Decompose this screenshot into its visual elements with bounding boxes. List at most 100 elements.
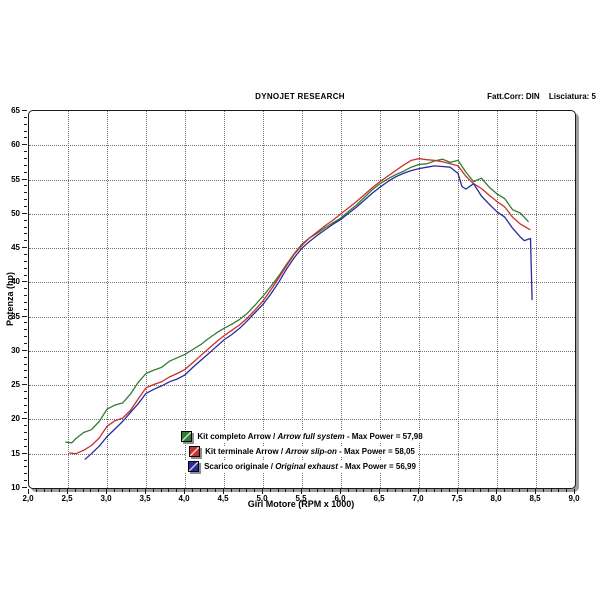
x-minor-tick (324, 489, 326, 492)
y-tick-label: 60 (11, 140, 20, 150)
x-tick-label: 5,5 (295, 494, 307, 503)
y-minor-tick (24, 185, 27, 187)
x-minor-tick (43, 489, 45, 492)
gridline-vertical (536, 111, 537, 488)
gridline-horizontal (29, 316, 575, 318)
y-minor-tick (24, 425, 27, 427)
y-minor-tick (24, 130, 27, 132)
y-minor-tick (24, 404, 27, 406)
legend-marker-icon (188, 461, 200, 472)
x-tick-label: 2,5 (61, 494, 73, 503)
y-major-tick (22, 281, 27, 283)
y-minor-tick (24, 192, 27, 194)
legend-label-italian: Kit completo Arrow (197, 432, 271, 441)
gridline-vertical (107, 111, 108, 488)
legend-label: Scarico originale / Original exhaust - M… (204, 462, 416, 471)
y-major-tick (22, 144, 27, 146)
plot-area: Kit completo Arrow / Arrow full system -… (28, 110, 576, 489)
gridline-vertical (224, 111, 225, 488)
x-minor-tick (480, 489, 482, 492)
y-minor-tick (24, 377, 27, 379)
x-minor-tick (152, 489, 154, 492)
gridline-horizontal (29, 385, 575, 387)
x-minor-tick (160, 489, 162, 492)
x-minor-tick (277, 489, 279, 492)
x-tick-label: 7,0 (412, 494, 424, 503)
run-info: Fatt.Corr: DIN Lisciatura: 5 (480, 92, 596, 101)
gridline-horizontal (29, 213, 575, 215)
x-tick-label: 7,5 (451, 494, 463, 503)
y-minor-tick (24, 151, 27, 153)
y-tick-label: 10 (11, 483, 20, 492)
gridline-vertical (185, 111, 186, 488)
legend-max-power: Max Power = 57,98 (351, 432, 423, 441)
x-major-tick (496, 489, 497, 494)
y-minor-tick (24, 473, 27, 475)
y-minor-tick (24, 233, 27, 235)
x-minor-tick (550, 489, 552, 492)
x-minor-tick (511, 489, 513, 492)
legend-max-power: Max Power = 58,05 (343, 447, 415, 456)
x-minor-tick (394, 489, 396, 492)
x-tick-label: 3,0 (100, 494, 112, 503)
y-tick-label: 45 (11, 243, 20, 253)
y-minor-tick (24, 274, 27, 276)
y-tick-label: 35 (11, 311, 20, 321)
gridline-vertical (302, 111, 303, 488)
x-minor-tick (207, 489, 209, 492)
legend-label-english: Original exhaust (275, 462, 338, 471)
y-tick-label: 40 (11, 277, 20, 287)
y-minor-tick (24, 301, 27, 303)
y-minor-tick (24, 370, 27, 372)
x-tick-label: 3,5 (139, 494, 151, 503)
gridline-horizontal (29, 419, 575, 421)
series-line-scarico-originale (84, 165, 533, 460)
x-axis-title: Giri Motore (RPM x 1000) (247, 499, 355, 509)
y-major-tick (22, 247, 27, 249)
x-minor-tick (35, 489, 37, 492)
x-minor-tick (449, 489, 451, 492)
x-minor-tick (386, 489, 388, 492)
y-minor-tick (24, 459, 27, 461)
x-minor-tick (503, 489, 505, 492)
legend-label-english: Arrow full system (277, 432, 345, 441)
y-minor-tick (24, 397, 27, 399)
y-tick-label: 55 (11, 174, 20, 184)
x-major-tick (106, 489, 107, 494)
y-minor-tick (24, 219, 27, 221)
x-major-tick (184, 489, 185, 494)
x-major-tick (28, 489, 29, 494)
y-minor-tick (24, 356, 27, 358)
y-minor-tick (24, 391, 27, 393)
x-minor-tick (215, 489, 217, 492)
y-minor-tick (24, 260, 27, 262)
legend-label-english: Arrow slip-on (285, 447, 337, 456)
legend-label-italian: Scarico originale (204, 462, 269, 471)
x-minor-tick (425, 489, 427, 492)
x-minor-tick (51, 489, 53, 492)
x-minor-tick (332, 489, 334, 492)
y-major-tick (22, 349, 27, 351)
x-minor-tick (410, 489, 412, 492)
legend-marker-icon (189, 446, 201, 457)
x-major-tick (262, 489, 263, 494)
x-minor-tick (433, 489, 435, 492)
y-minor-tick (24, 164, 27, 166)
x-tick-label: 6,0 (334, 494, 346, 503)
x-minor-tick (363, 489, 365, 492)
x-minor-tick (90, 489, 92, 492)
y-minor-tick (24, 439, 27, 441)
x-major-tick (340, 489, 341, 494)
x-major-tick (457, 489, 458, 494)
x-tick-label: 4,0 (178, 494, 190, 503)
legend-label: Kit terminale Arrow / Arrow slip-on - Ma… (205, 447, 415, 456)
y-major-tick (22, 212, 27, 214)
x-tick-label: 8,5 (529, 494, 541, 503)
gridline-vertical (380, 111, 381, 488)
y-tick-label: 15 (11, 448, 20, 458)
series-line-kit-terminale-arrow (68, 157, 531, 455)
x-minor-tick (542, 489, 544, 492)
gridline-vertical (341, 111, 342, 488)
x-minor-tick (246, 489, 248, 492)
